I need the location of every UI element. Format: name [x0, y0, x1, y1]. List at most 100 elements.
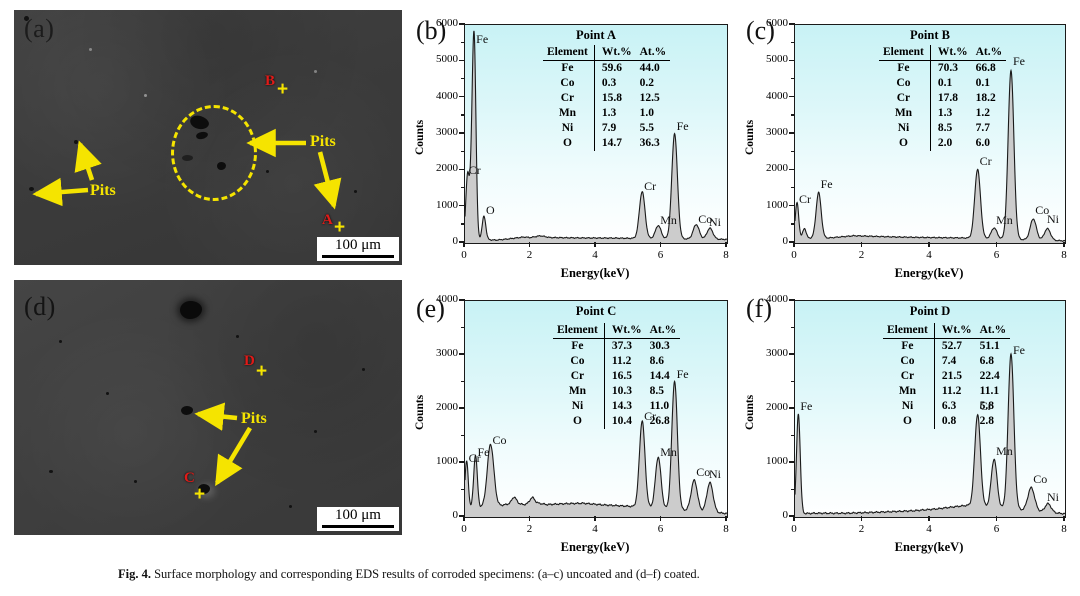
cell-wt-pct: 10.4	[611, 414, 633, 427]
speck	[354, 190, 357, 193]
y-tickmark	[459, 241, 465, 243]
table-row: Fe 70.3 66.8	[879, 60, 1006, 76]
peak-label-ni: Ni	[709, 466, 721, 481]
table-row: Co 7.4 6.8	[883, 353, 1010, 369]
column-header-wt: Wt.%	[930, 45, 972, 61]
cell-wt-pct: 1.3	[937, 106, 953, 119]
cell-element: Ni	[543, 120, 595, 136]
speck	[106, 392, 109, 395]
cell-wt-pct: 0.8	[941, 414, 957, 427]
peak-label-cr: Cr	[644, 178, 657, 193]
panel-c-spectrum	[795, 68, 1065, 243]
x-tickmark	[928, 242, 930, 247]
cell-wt-pct: 15.8	[601, 91, 623, 104]
cell-element: O	[553, 413, 605, 429]
y-minor-tickmark	[461, 150, 465, 152]
cell-at-pct: 8.5	[649, 384, 664, 397]
cell-at-pct: 51.1	[979, 339, 1000, 352]
y-tickmark	[789, 353, 795, 355]
peak-label-fe: Fe	[800, 399, 813, 414]
x-tickmark	[659, 242, 662, 247]
table-row: Cr 21.5 22.4	[883, 368, 1010, 384]
cell-at-pct: 2.8	[979, 414, 994, 427]
cell-wt-pct: 6.3	[941, 399, 957, 412]
cell-at-pct: 8.6	[649, 354, 664, 367]
x-tick-label: 2	[526, 249, 533, 261]
cell-at-pct: 44.0	[639, 61, 660, 74]
point-marker-d-cross: +	[256, 361, 268, 382]
panel-e-eds: (e) Point C Cr Fe Co Cr Mn Fe Co Ni Element Wt.% At…	[408, 284, 738, 556]
y-tickmark	[459, 168, 465, 171]
x-tick-label: 4	[926, 249, 932, 261]
panel-f-composition-table: Element Wt.% At.% Fe 52.7 51.1 Co 7.4 6.8 Cr 21.5 2…	[883, 323, 1011, 429]
panel-b-plot-area: Point A Fe Cr O Cr Mn Fe Co Ni Element Wt.% At.% Fe 5…	[464, 24, 728, 244]
x-axis-label: Energy(keV)	[560, 266, 630, 280]
cell-wt-pct: 59.6	[601, 61, 623, 74]
speck	[236, 335, 239, 338]
peak-label-fe: Fe	[820, 177, 833, 192]
x-tick-label: 8	[723, 523, 729, 535]
y-tickmark	[459, 299, 465, 301]
x-tickmark	[995, 516, 998, 521]
cell-at-pct: 11.0	[649, 399, 670, 412]
table-row: Co 11.2 8.6	[553, 353, 680, 369]
cell-element: Fe	[879, 60, 931, 76]
x-axis-label: Energy(keV)	[894, 540, 964, 554]
peak-label-mn: Mn	[996, 213, 1013, 228]
speck	[49, 470, 53, 473]
x-tick-label: 6	[993, 523, 1000, 535]
y-minor-tickmark	[791, 150, 795, 152]
speck	[59, 340, 62, 343]
y-minor-tickmark	[461, 326, 465, 328]
table-row: Mn 1.3 1.0	[543, 105, 670, 121]
peak-label-cr: Cr	[468, 162, 481, 177]
y-axis-label: Counts	[744, 394, 756, 430]
cell-at-pct: 1.0	[639, 106, 654, 119]
x-tick-label: 0	[791, 249, 797, 261]
table-row: Fe 59.6 44.0	[543, 60, 670, 76]
pit	[198, 484, 210, 494]
y-tickmark	[459, 205, 465, 207]
table-row: Ni 8.5 7.7	[879, 120, 1006, 136]
cell-at-pct: 30.3	[649, 339, 670, 352]
cell-at-pct: 22.4	[979, 369, 1000, 382]
speck	[24, 16, 29, 21]
table-row: Mn 1.3 1.2	[879, 105, 1006, 121]
point-marker-b-cross: +	[277, 79, 289, 100]
x-axis-label: Energy(keV)	[894, 266, 964, 280]
x-tickmark	[594, 242, 596, 247]
pits-annotation-right: Pits	[310, 133, 336, 150]
column-header-element: Element	[883, 323, 935, 339]
panel-d-micrograph: D + C + Pits 100 μm (d)	[14, 280, 402, 535]
x-tick-label: 0	[461, 249, 467, 261]
peak-label-fe: Fe	[477, 445, 490, 460]
point-marker-d-label: D	[244, 353, 255, 369]
column-header-wt: Wt.%	[604, 323, 646, 339]
table-row: Ni 6.3 5.8	[883, 398, 1010, 414]
panel-b-spectrum	[465, 30, 727, 243]
point-marker-a-label: A	[322, 212, 333, 228]
y-tickmark	[459, 515, 465, 517]
x-tickmark	[793, 242, 795, 247]
column-header-element: Element	[543, 45, 595, 61]
panel-e-title: Point C	[575, 304, 617, 318]
peak-label-o: O	[485, 202, 495, 217]
point-marker-b-label: B	[265, 73, 276, 89]
column-header-wt: Wt.%	[594, 45, 636, 61]
y-tick-label: 0	[782, 509, 789, 521]
panel-c-eds: (c) Point B Cr Fe Cr Mn Fe Co Ni Element Wt.% At.%…	[738, 8, 1076, 280]
y-tickmark	[459, 132, 465, 134]
cell-element: Mn	[879, 105, 931, 121]
y-tick-label: 3000	[766, 347, 788, 359]
x-tick-label: 0	[461, 523, 467, 535]
cell-wt-pct: 14.3	[611, 399, 633, 412]
x-tick-label: 8	[1061, 249, 1067, 261]
cell-wt-pct: 37.3	[611, 339, 633, 352]
table-row: Cr 17.8 18.2	[879, 90, 1006, 106]
panel-f-eds: (f) Point D Fe Cr Mn Fe Co Ni Element Wt.% At.% Fe…	[738, 284, 1076, 556]
cell-element: Cr	[883, 368, 935, 384]
x-tickmark	[860, 516, 863, 521]
y-tickmark	[789, 23, 795, 25]
peak-label-fe: Fe	[476, 31, 489, 46]
y-tick-label: 4000	[436, 89, 458, 102]
